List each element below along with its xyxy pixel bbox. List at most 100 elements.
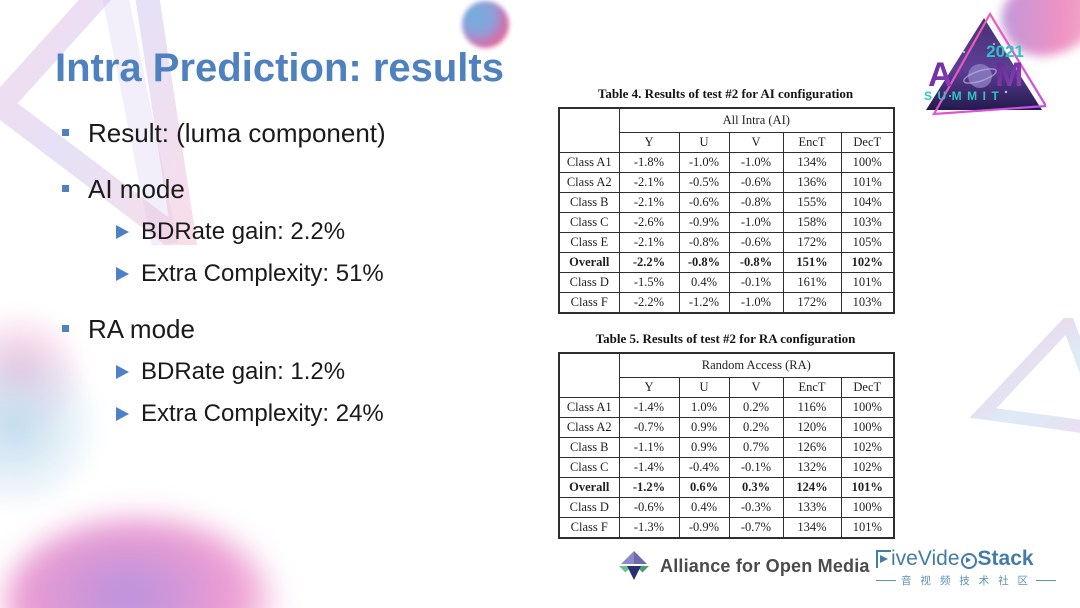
- table-cell: 1.0%: [678, 397, 730, 418]
- table-caption: Table 4. Results of test #2 for AI confi…: [597, 86, 854, 101]
- table-cell: 101%: [840, 172, 895, 193]
- table-row: Y U V EncT DecT: [559, 132, 895, 153]
- table-cell: 101%: [840, 517, 895, 539]
- table-cell: -0.1%: [728, 457, 784, 478]
- table-row: All Intra (AI): [558, 107, 895, 153]
- table-cell: 103%: [840, 212, 895, 233]
- table-cell: 124%: [782, 477, 842, 498]
- table-cell: Class C: [558, 212, 620, 233]
- bullet-item: Result: (luma component): [60, 118, 540, 148]
- table-cell: 0.4%: [678, 272, 730, 293]
- table-row: Overall -2.2% -0.8% -0.8% 151% 102%: [558, 252, 895, 273]
- table-cell: 103%: [840, 292, 895, 314]
- bullet-item: BDRate gain: 2.2%: [116, 218, 540, 246]
- tagline-text: 音 视 频 技 术 社 区: [901, 575, 1032, 587]
- table-cell: -1.3%: [618, 517, 680, 539]
- table-cell: Class F: [558, 517, 620, 539]
- table-cell: -2.1%: [618, 232, 680, 253]
- table-cell: 120%: [782, 417, 842, 438]
- table-cell: 102%: [840, 437, 895, 458]
- livevideostack-brand: ive Vide Stack: [876, 548, 1056, 570]
- table-row: Random Access (RA): [558, 352, 895, 398]
- table-cell: -0.1%: [728, 272, 784, 293]
- table-cell: 133%: [782, 497, 842, 518]
- table-cell: -1.4%: [618, 397, 680, 418]
- bullet-item: Extra Complexity: 51%: [116, 260, 540, 288]
- table-cell: 100%: [840, 497, 895, 518]
- table-cell: -0.8%: [728, 192, 784, 213]
- alliance-triangle-icon: [619, 551, 649, 580]
- table-cell: DecT: [840, 132, 895, 153]
- table-cell: 136%: [782, 172, 842, 193]
- table-cell: EncT: [782, 132, 842, 153]
- table-cell: EncT: [782, 377, 842, 398]
- table-cell: -1.0%: [728, 212, 784, 233]
- table-cell: [558, 352, 620, 398]
- table-cell: Class A1: [558, 397, 620, 418]
- table-row: Class B -2.1% -0.6% -0.8% 155% 104%: [558, 192, 895, 213]
- table-cell: -0.7%: [728, 517, 784, 539]
- table-cell: [558, 107, 620, 153]
- table-row: Class C -2.6% -0.9% -1.0% 158% 103%: [558, 212, 895, 233]
- table-cell: Class B: [558, 192, 620, 213]
- table-cell: 172%: [782, 232, 842, 253]
- table-row: Class D -0.6% 0.4% -0.3% 133% 100%: [558, 497, 895, 518]
- table-cell: -1.4%: [618, 457, 680, 478]
- table-cell: -1.5%: [618, 272, 680, 293]
- alliance-for-open-media-logo: Alliance for Open Media: [616, 550, 870, 582]
- square-bullet-icon: [62, 325, 69, 332]
- bullet-text: Extra Complexity: 24%: [141, 400, 384, 427]
- table-cell: 100%: [840, 152, 895, 173]
- table-cell: Overall: [558, 477, 620, 498]
- table-cell: -0.9%: [678, 517, 730, 539]
- table-row: Overall -1.2% 0.6% 0.3% 124% 101%: [558, 477, 895, 498]
- table-cell: -2.2%: [618, 292, 680, 314]
- table-row: Class E -2.1% -0.8% -0.6% 172% 105%: [558, 232, 895, 253]
- table-cell: Y: [618, 132, 680, 153]
- arrow-bullet-icon: [116, 225, 129, 239]
- table-cell: Class D: [558, 497, 620, 518]
- bullet-text: BDRate gain: 1.2%: [141, 358, 346, 385]
- arrow-bullet-icon: [116, 267, 129, 281]
- table-cell: Class B: [558, 437, 620, 458]
- table-cell: -1.2%: [678, 292, 730, 314]
- table-cell: -0.8%: [678, 252, 730, 273]
- table-cell: -0.5%: [678, 172, 730, 193]
- table-cell: Class E: [558, 232, 620, 253]
- aom-summit-2021-logo: 2021 A M SUMMIT: [924, 11, 1046, 116]
- table-cell: All Intra (AI): [618, 107, 895, 133]
- results-table-ra: Random Access (RA) Y U V EncT DecT Class A1 -1.…: [558, 352, 896, 539]
- table-cell: Class D: [558, 272, 620, 293]
- table-row: Class F -2.2% -1.2% -1.0% 172% 103%: [558, 292, 895, 314]
- results-table-ra-block: Table 5. Results of test #2 for RA confi…: [558, 331, 896, 539]
- table-cell: 104%: [840, 192, 895, 213]
- table-cell: U: [678, 377, 730, 398]
- table-cell: 116%: [782, 397, 842, 418]
- square-bullet-icon: [62, 185, 69, 192]
- dash-line: [1036, 580, 1057, 581]
- table-cell: 134%: [782, 517, 842, 539]
- table-row: Class A2 -2.1% -0.5% -0.6% 136% 101%: [558, 172, 895, 193]
- table-cell: -1.8%: [618, 152, 680, 173]
- table-cell: -2.2%: [618, 252, 680, 273]
- table-cell: 0.7%: [728, 437, 784, 458]
- table-cell: Class A2: [558, 417, 620, 438]
- table-cell: -1.0%: [728, 152, 784, 173]
- table-cell: 100%: [840, 417, 895, 438]
- play-l-icon: [876, 550, 891, 568]
- table-cell: -0.4%: [678, 457, 730, 478]
- table-cell: Random Access (RA): [618, 352, 895, 378]
- table-cell: -2.1%: [618, 172, 680, 193]
- table-cell: -2.1%: [618, 192, 680, 213]
- square-bullet-icon: [62, 129, 69, 136]
- bullet-item: BDRate gain: 1.2%: [116, 358, 540, 386]
- table-cell: -1.2%: [618, 477, 680, 498]
- aom-letter-a: A: [928, 56, 953, 94]
- dash-line: [876, 580, 896, 581]
- table-cell: 100%: [840, 397, 895, 418]
- lvs-part-stack: Stack: [977, 547, 1034, 570]
- table-cell: V: [728, 377, 784, 398]
- table-cell: Class F: [558, 292, 620, 314]
- table-cell: 0.9%: [678, 437, 730, 458]
